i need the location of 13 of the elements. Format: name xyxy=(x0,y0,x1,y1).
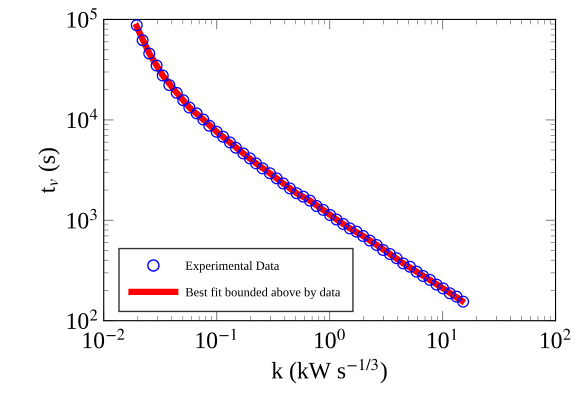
y-tick-label: 10$^{3}$ xyxy=(68,208,97,229)
legend-label: Experimental Data xyxy=(186,261,280,272)
y-tick-label: 10$^{4}$ xyxy=(68,108,98,128)
x-tick-label: 10$^{−2}$ xyxy=(83,328,125,348)
y-axis-title: t$_{v}$ (s) xyxy=(38,148,60,194)
x-axis-title: k (kW s$^{−1/3}$) xyxy=(272,358,387,384)
x-tick-label: 10$^{2}$ xyxy=(540,328,571,348)
y-tick-label: 10$^{5}$ xyxy=(68,8,97,28)
x-tick-label: 10$^{1}$ xyxy=(428,328,456,348)
y-tick-label: 10$^{2}$ xyxy=(68,309,98,330)
legend-label: Best fit bounded above by data xyxy=(186,287,340,299)
x-tick-label: 10$^{0}$ xyxy=(315,328,345,348)
x-tick-label: 10$^{−1}$ xyxy=(196,328,236,348)
